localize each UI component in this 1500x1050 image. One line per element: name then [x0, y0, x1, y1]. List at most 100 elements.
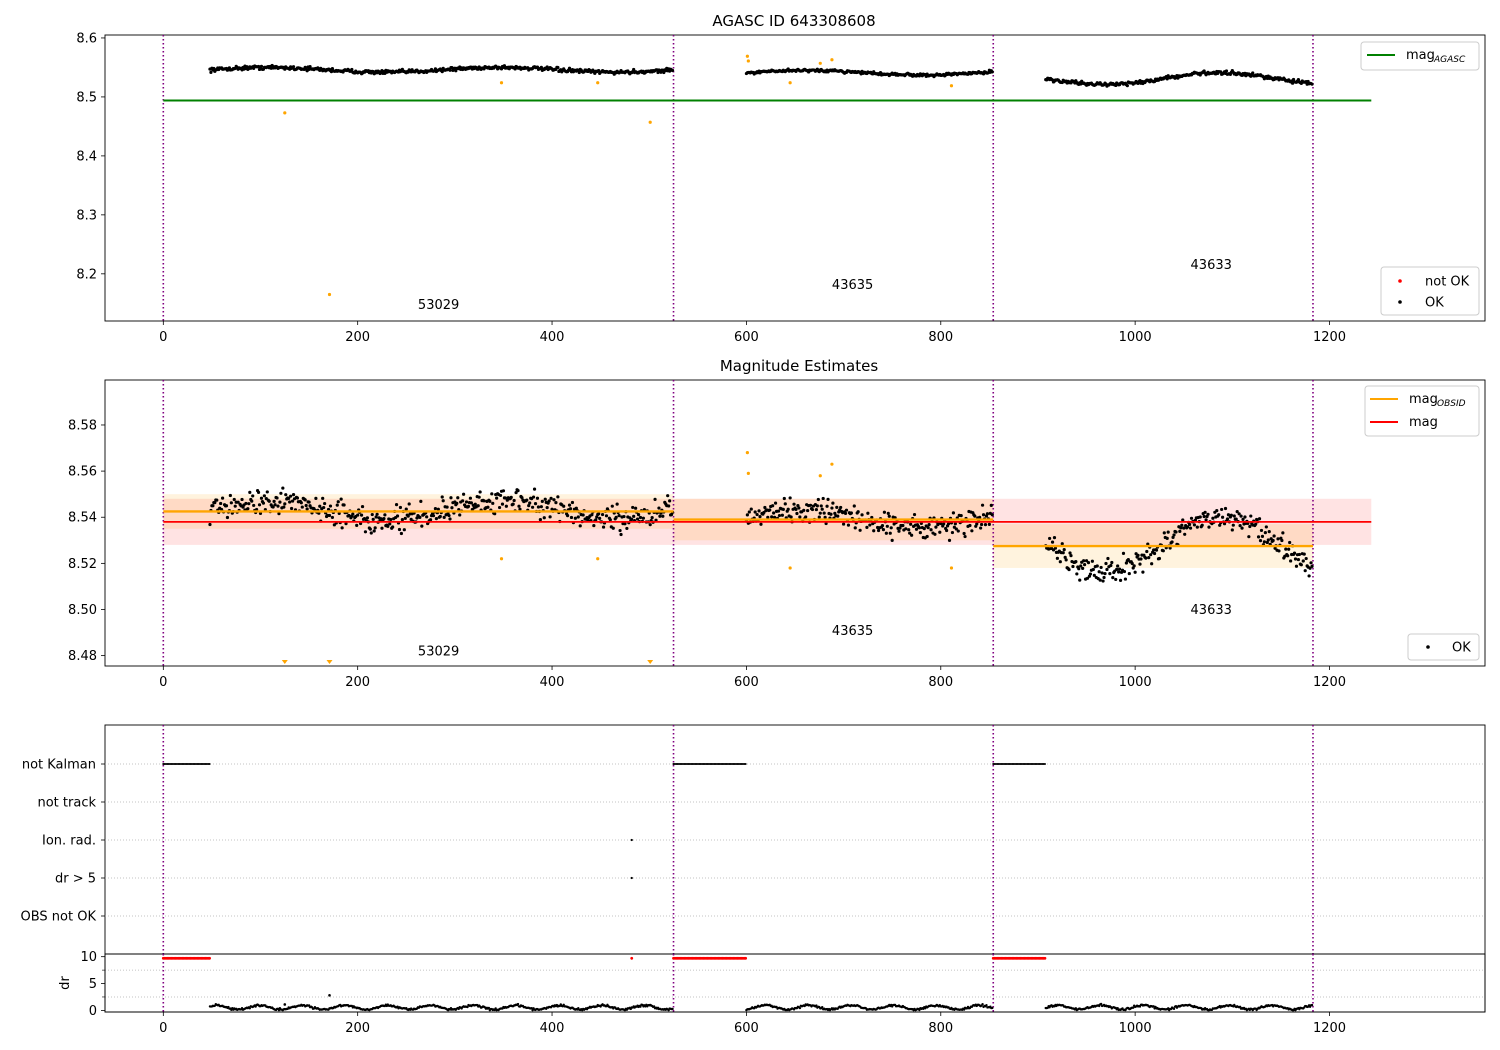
- ok-point: [1286, 554, 1290, 558]
- ok-point: [1304, 556, 1308, 561]
- ok-point: [1188, 526, 1193, 530]
- dr5-point: [630, 876, 633, 880]
- ok-point: [1139, 557, 1143, 561]
- ok-point: [1092, 573, 1096, 577]
- ok-point: [322, 505, 326, 510]
- ok-point: [763, 505, 767, 510]
- ok-point: [275, 496, 279, 500]
- ok-point: [1217, 513, 1221, 517]
- ok-point: [831, 501, 835, 505]
- ok-point: [881, 528, 886, 532]
- ok-point: [404, 507, 408, 511]
- ok-point: [830, 506, 834, 510]
- ok-point: [978, 515, 982, 519]
- ok-point: [1052, 536, 1057, 540]
- ok-point: [1105, 567, 1109, 572]
- ok-point: [598, 516, 602, 520]
- ok-point: [1294, 564, 1299, 568]
- ok-point: [990, 70, 994, 74]
- dr-point: [962, 1008, 966, 1011]
- ok-point: [500, 502, 505, 506]
- ok-point: [670, 68, 675, 73]
- obsid-annotation: 43635: [832, 278, 873, 293]
- ok-point: [1222, 522, 1227, 526]
- ok-point: [1097, 570, 1101, 574]
- ok-point: [806, 508, 810, 513]
- ok-point: [1061, 551, 1065, 555]
- ok-point: [215, 498, 219, 502]
- ok-point: [1238, 523, 1242, 528]
- dr-point: [652, 1005, 656, 1008]
- ok-point: [1111, 576, 1115, 580]
- dr-point: [283, 1003, 287, 1006]
- ok-point: [884, 531, 888, 535]
- ok-point: [798, 515, 802, 519]
- not-kalman-point: [208, 763, 211, 765]
- not-ok-point: [745, 54, 749, 58]
- ok-point: [400, 517, 404, 522]
- legend-box: [1380, 266, 1480, 316]
- ok-point: [1117, 570, 1121, 574]
- ok-point: [548, 515, 552, 519]
- ok-point: [277, 512, 281, 516]
- ok-point: [595, 515, 599, 519]
- ok-point: [342, 503, 346, 507]
- ok-point: [247, 502, 251, 506]
- ok-point: [592, 523, 596, 528]
- ok-point: [770, 515, 774, 519]
- y-tick-label: 8.56: [68, 465, 97, 480]
- ok-point: [802, 508, 806, 512]
- not-ok-point: [788, 81, 792, 85]
- ok-point: [868, 523, 872, 527]
- ok-point: [776, 509, 781, 513]
- ok-point: [326, 507, 331, 512]
- ok-point: [576, 515, 580, 519]
- ok-point: [1127, 571, 1131, 576]
- ok-point: [1126, 558, 1130, 562]
- ok-point: [321, 496, 325, 500]
- ok-point: [208, 522, 212, 527]
- ok-point: [1189, 516, 1194, 520]
- ok-point: [818, 511, 822, 515]
- dr-point: [798, 1006, 802, 1010]
- legend-marker: [1398, 279, 1402, 283]
- ok-point: [291, 65, 296, 69]
- ok-point: [295, 496, 300, 500]
- ok-point: [1050, 540, 1055, 544]
- ok-point: [562, 504, 566, 508]
- ok-point: [1266, 538, 1270, 542]
- ok-point: [1192, 523, 1197, 527]
- ok-point: [846, 523, 851, 527]
- plot-frame: [104, 379, 1486, 667]
- ok-point: [844, 508, 849, 512]
- category-label: Ion. rad.: [42, 834, 96, 849]
- plot-frame: [104, 953, 1486, 1013]
- dr-point: [307, 1004, 311, 1007]
- ok-point: [1260, 534, 1265, 538]
- ok-point: [882, 510, 887, 514]
- ok-point: [552, 498, 556, 502]
- ok-point: [1182, 526, 1186, 530]
- not-ok-point: [746, 59, 750, 63]
- ok-point: [1229, 513, 1233, 517]
- ok-point: [1118, 578, 1123, 582]
- ok-point: [531, 495, 536, 499]
- ok-point: [1198, 515, 1202, 519]
- ok-point: [858, 528, 862, 532]
- ok-point: [749, 507, 753, 511]
- ok-point: [527, 504, 531, 508]
- ok-point: [1104, 561, 1108, 566]
- ok-point: [351, 512, 355, 516]
- ok-point: [780, 513, 784, 517]
- ok-point: [745, 513, 749, 517]
- ok-point: [814, 507, 818, 512]
- ok-point: [880, 524, 885, 528]
- ok-point: [929, 528, 933, 532]
- ok-point: [934, 525, 938, 529]
- not-ok-point: [596, 81, 600, 85]
- ok-point: [1237, 512, 1241, 516]
- ok-point: [1257, 517, 1262, 521]
- ok-point: [792, 502, 796, 506]
- ok-point: [335, 503, 339, 507]
- dr-point: [1099, 1002, 1103, 1006]
